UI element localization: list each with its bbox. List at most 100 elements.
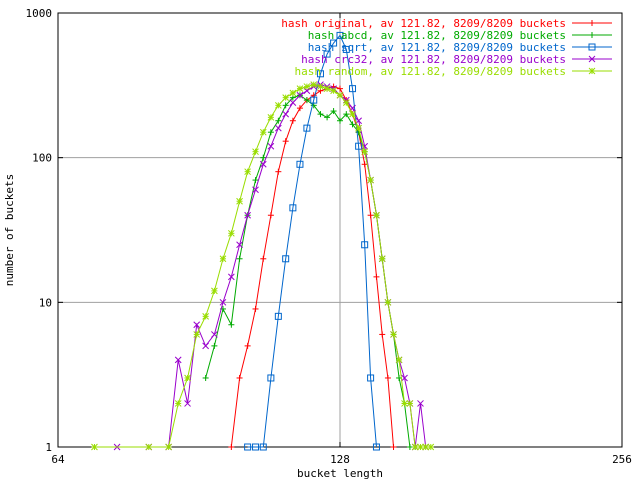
data-point (589, 20, 595, 26)
data-point (267, 142, 275, 150)
data-point (202, 342, 209, 350)
data-point (184, 374, 191, 382)
data-point (303, 97, 310, 104)
data-point (275, 168, 282, 175)
data-point (260, 154, 267, 161)
data-point (252, 186, 259, 194)
data-point (282, 102, 289, 109)
data-point (401, 400, 408, 407)
data-point (330, 87, 337, 95)
data-point (330, 39, 338, 47)
data-point (211, 331, 218, 338)
data-point (310, 81, 318, 88)
data-point (395, 356, 403, 364)
data-point (282, 110, 290, 118)
series-group (91, 31, 435, 451)
data-point (367, 176, 374, 184)
data-point (227, 229, 235, 237)
data-point (236, 255, 243, 262)
data-point (260, 255, 267, 262)
data-point (145, 443, 153, 451)
legend-entry: hash abcd, av 121.82, 8209/8209 buckets (308, 29, 612, 42)
data-point (390, 444, 397, 450)
data-point (427, 443, 435, 451)
grid (58, 13, 622, 447)
data-point (227, 273, 235, 281)
x-tick-label: 128 (330, 453, 350, 466)
data-point (384, 374, 391, 381)
data-point (211, 342, 218, 349)
data-point (406, 444, 413, 450)
data-point (274, 101, 282, 109)
legend-label: hash crc32, av 121.82, 8209/8209 buckets (301, 53, 566, 66)
data-point (372, 443, 380, 451)
data-point (367, 212, 374, 219)
data-point (289, 89, 297, 97)
data-point (589, 32, 595, 38)
data-point (384, 298, 392, 306)
data-point (323, 85, 331, 92)
x-tick-label: 64 (51, 453, 65, 466)
data-point (349, 110, 356, 118)
data-point (193, 331, 201, 338)
data-point (267, 129, 274, 136)
data-point (303, 124, 311, 132)
axis-ticks: 1 10 100 1000 64 128 256 (26, 7, 632, 466)
data-point (337, 85, 343, 92)
data-point (342, 45, 350, 53)
data-point (367, 374, 375, 382)
legend-entry: hash random, av 121.82, 8209/8209 bucket… (294, 65, 612, 78)
data-point (422, 443, 430, 451)
legend-label: hash abcd, av 121.82, 8209/8209 buckets (308, 29, 566, 42)
data-point (91, 443, 98, 451)
data-point (219, 255, 227, 263)
legend-entry: hash sqrt, av 121.82, 8209/8209 buckets (308, 41, 612, 54)
data-point (236, 374, 243, 381)
data-point (406, 400, 414, 407)
data-point (355, 124, 362, 132)
data-point (296, 85, 304, 92)
data-point (219, 298, 227, 306)
data-point (282, 94, 290, 101)
data-point (282, 255, 290, 263)
y-axis-label: number of buckets (3, 174, 16, 287)
data-point (174, 356, 182, 364)
legend: hash original, av 121.82, 8209/8209 buck… (281, 17, 612, 78)
data-point (228, 444, 235, 450)
data-point (282, 138, 289, 145)
data-point (193, 321, 201, 329)
x-tick-label: 256 (612, 453, 632, 466)
series-3 (244, 31, 380, 451)
data-point (378, 255, 386, 263)
data-point (244, 168, 251, 176)
data-point (336, 31, 344, 39)
data-point (211, 287, 218, 295)
data-point (252, 305, 259, 312)
data-point (184, 400, 191, 407)
data-point (588, 55, 596, 63)
data-point (267, 374, 275, 382)
data-point (274, 124, 282, 132)
data-point (252, 443, 260, 451)
data-point (349, 85, 357, 93)
legend-label: hash random, av 121.82, 8209/8209 bucket… (294, 65, 566, 78)
x-axis-label: bucket length (297, 467, 383, 480)
data-point (296, 91, 304, 99)
data-point (228, 321, 235, 328)
data-point (236, 197, 243, 205)
data-point (289, 117, 296, 124)
data-point (244, 443, 252, 451)
data-point (390, 331, 397, 338)
data-point (373, 211, 380, 219)
data-point (275, 117, 282, 124)
data-point (252, 177, 259, 184)
data-point (336, 91, 344, 99)
data-point (236, 241, 243, 249)
data-point (411, 443, 419, 451)
data-point (342, 99, 350, 107)
legend-entry: hash crc32, av 121.82, 8209/8209 buckets (301, 53, 612, 66)
data-point (317, 83, 324, 90)
data-point (361, 148, 369, 156)
